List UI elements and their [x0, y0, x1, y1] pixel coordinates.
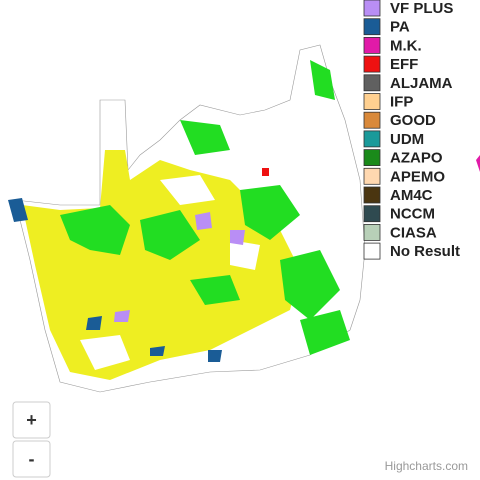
button-box[interactable]: [12, 440, 51, 478]
legend-item[interactable]: GOOD: [363, 111, 436, 129]
region: [262, 168, 269, 176]
legend-swatch[interactable]: [363, 93, 381, 110]
legend-item[interactable]: CIASA: [363, 223, 437, 241]
legend-item[interactable]: AZAPO: [363, 149, 443, 167]
region: [114, 212, 245, 322]
zoom-in-button[interactable]: +: [12, 401, 51, 439]
legend-label[interactable]: GOOD: [390, 112, 436, 129]
legend-item[interactable]: EFF: [363, 55, 418, 73]
legend-swatch[interactable]: [363, 111, 381, 129]
legend-label[interactable]: EFF: [390, 56, 418, 73]
legend-label[interactable]: VF PLUS: [390, 0, 453, 17]
legend-swatch[interactable]: [363, 0, 381, 17]
zoom-out-label[interactable]: -: [29, 449, 35, 469]
legend-item[interactable]: IFP: [363, 93, 413, 110]
zoom-out-button[interactable]: -: [12, 440, 51, 478]
legend-swatch[interactable]: [363, 223, 381, 241]
legend-label[interactable]: UDM: [390, 131, 424, 148]
legend-swatch[interactable]: [363, 130, 381, 148]
button-box[interactable]: [12, 401, 51, 439]
legend-item[interactable]: NCCM: [363, 205, 435, 223]
legend-swatch[interactable]: [363, 242, 381, 260]
zoom-in-label[interactable]: +: [26, 410, 37, 430]
region: [80, 130, 310, 370]
legend-swatch[interactable]: [363, 55, 381, 73]
legend-label[interactable]: AM4C: [390, 187, 433, 204]
legend-item[interactable]: VF PLUS: [363, 0, 453, 17]
legend-item[interactable]: M.K.: [363, 37, 422, 54]
legend-item[interactable]: AM4C: [363, 186, 433, 204]
legend-item[interactable]: ALJAMA: [363, 74, 453, 92]
region: [60, 60, 350, 355]
legend-swatch[interactable]: [363, 167, 381, 185]
legend-item[interactable]: PA: [363, 18, 410, 36]
legend-swatch[interactable]: [363, 37, 381, 54]
legend-label[interactable]: IFP: [390, 93, 413, 110]
legend-item[interactable]: No Result: [363, 242, 460, 260]
region: [476, 155, 480, 172]
legend-label[interactable]: M.K.: [390, 37, 422, 54]
legend-label[interactable]: PA: [390, 19, 410, 36]
legend-label[interactable]: AZAPO: [390, 150, 443, 167]
legend-swatch[interactable]: [363, 205, 381, 223]
legend-item[interactable]: APEMO: [363, 167, 445, 185]
legend-swatch[interactable]: [363, 74, 381, 92]
legend-label[interactable]: APEMO: [390, 168, 445, 185]
legend-swatch[interactable]: [363, 186, 381, 204]
legend-label[interactable]: ALJAMA: [390, 75, 453, 92]
legend-label[interactable]: NCCM: [390, 206, 435, 223]
legend-label[interactable]: No Result: [390, 243, 460, 260]
map: [8, 44, 480, 393]
legend-swatch[interactable]: [363, 149, 381, 167]
credits[interactable]: Highcharts.com: [385, 459, 468, 473]
legend-label[interactable]: CIASA: [390, 224, 437, 241]
legend-item[interactable]: UDM: [363, 130, 424, 148]
legend-swatch[interactable]: [363, 18, 381, 36]
